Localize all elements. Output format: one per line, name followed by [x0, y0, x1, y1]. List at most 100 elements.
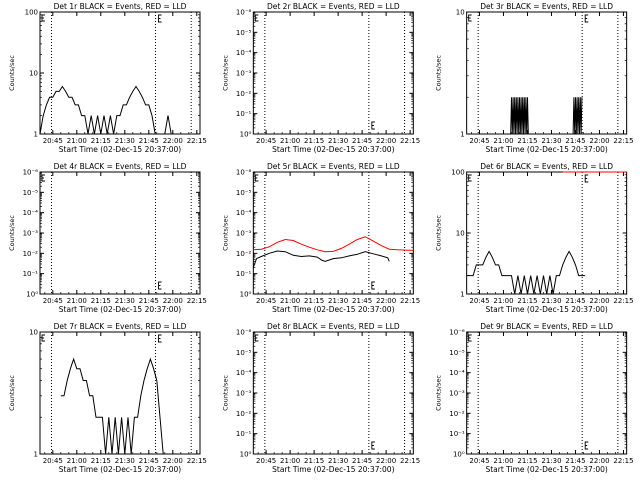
x-tick-label: 21:15	[304, 297, 324, 305]
y-tick-label: 10⁻⁵	[236, 29, 252, 37]
event-marker-glyph	[371, 121, 375, 130]
x-axis-label: Start Time (02-Dec-15 20:37:00)	[59, 305, 181, 314]
x-tick-label: 21:30	[115, 137, 135, 145]
y-tick-label: 10⁻⁴	[236, 209, 252, 217]
x-tick-label: 20:45	[256, 457, 276, 465]
y-tick-label: 1	[34, 131, 38, 139]
events-series-line	[572, 97, 583, 135]
chart-panel-5: Det 5r BLACK = Events, RED = LLD 10⁰ 10⁻¹ 1…	[221, 162, 420, 314]
y-tick-label: 10⁻²	[236, 250, 252, 258]
y-axis-label: Counts/sec	[221, 215, 229, 251]
x-axis-label: Start Time (02-Dec-15 20:37:00)	[59, 465, 181, 474]
x-tick-label: 22:15	[613, 457, 633, 465]
y-tick-label: 10⁻⁵	[236, 189, 252, 197]
x-tick-label: 21:00	[67, 137, 87, 145]
x-axis-label: Start Time (02-Dec-15 20:37:00)	[485, 465, 607, 474]
plot-frame	[39, 171, 201, 295]
event-marker-glyph	[584, 441, 589, 450]
chart-panel-4: Det 4r BLACK = Events, RED = LLD 10⁰ 10⁻¹ 1…	[8, 162, 207, 314]
y-tick-label: 10	[456, 9, 465, 17]
events-series-line	[466, 250, 586, 295]
y-tick-label: 10⁻⁴	[236, 49, 252, 57]
event-marker-glyph	[158, 334, 162, 343]
x-axis-label: Start Time (02-Dec-15 20:37:00)	[272, 145, 394, 154]
event-marker-glyph	[41, 14, 45, 22]
y-tick-label: 10⁻²	[449, 410, 465, 418]
x-tick-label: 21:15	[91, 137, 111, 145]
x-tick-label: 22:00	[376, 297, 396, 305]
x-tick-label: 22:15	[187, 297, 207, 305]
x-tick-label: 21:00	[67, 457, 87, 465]
x-tick-label: 20:45	[43, 297, 63, 305]
y-axis-label: Counts/sec	[221, 375, 229, 411]
y-tick-label: 10⁰	[240, 451, 252, 459]
lld-series-line	[253, 236, 414, 253]
event-marker-glyph	[254, 174, 259, 182]
x-tick-label: 20:45	[469, 297, 489, 305]
events-series-line	[252, 250, 390, 268]
x-axis-label: Start Time (02-Dec-15 20:37:00)	[272, 465, 394, 474]
chart-title: Det 6r BLACK = Events, RED = LLD	[480, 162, 613, 171]
y-tick-label: 1	[460, 131, 464, 139]
chart-title: Det 2r BLACK = Events, RED = LLD	[267, 2, 400, 11]
x-tick-label: 21:45	[352, 457, 372, 465]
x-tick-label: 20:45	[256, 297, 276, 305]
x-tick-label: 21:15	[304, 137, 324, 145]
chart-panel-7: Det 7r BLACK = Events, RED = LLD 1 10 Count…	[8, 322, 207, 474]
y-tick-label: 10⁻⁵	[236, 349, 252, 357]
x-tick-label: 21:45	[139, 457, 159, 465]
y-tick-label: 10⁻⁶	[23, 169, 39, 177]
x-tick-label: 22:00	[589, 297, 609, 305]
x-tick-label: 22:00	[163, 137, 183, 145]
y-tick-label: 10⁻³	[236, 230, 252, 238]
x-tick-label: 21:15	[517, 457, 537, 465]
event-marker-glyph	[41, 174, 45, 182]
x-tick-label: 22:00	[163, 457, 183, 465]
event-marker-glyph	[254, 14, 259, 22]
y-tick-label: 10⁻⁶	[236, 329, 252, 337]
x-tick-label: 21:00	[67, 297, 87, 305]
y-tick-label: 10⁻³	[23, 230, 39, 238]
y-tick-label: 1	[34, 451, 38, 459]
y-tick-label: 10⁻²	[236, 410, 252, 418]
chart-panel-9: Det 9r BLACK = Events, RED = LLD 10⁰ 10⁻¹ 1…	[435, 322, 634, 474]
y-axis-label: Counts/sec	[8, 375, 16, 411]
plot-frame	[252, 11, 414, 135]
x-tick-label: 20:45	[256, 137, 276, 145]
x-tick-label: 22:15	[613, 137, 633, 145]
x-tick-label: 21:30	[115, 297, 135, 305]
y-tick-label: 10⁻³	[236, 70, 252, 78]
chart-panel-3: Det 3r BLACK = Events, RED = LLD 1 10 Count…	[435, 2, 634, 154]
x-tick-label: 20:45	[43, 137, 63, 145]
x-tick-label: 21:15	[304, 457, 324, 465]
x-tick-label: 22:15	[187, 457, 207, 465]
event-marker-glyph	[41, 334, 45, 342]
y-tick-label: 10	[29, 70, 38, 78]
y-tick-label: 10⁻⁵	[449, 349, 465, 357]
x-axis-label: Start Time (02-Dec-15 20:37:00)	[272, 305, 394, 314]
y-tick-label: 10⁻¹	[449, 430, 465, 438]
plot-frame	[466, 331, 628, 455]
chart-panel-8: Det 8r BLACK = Events, RED = LLD 10⁰ 10⁻¹ 1…	[221, 322, 420, 474]
x-tick-label: 21:00	[493, 457, 513, 465]
y-tick-label: 10⁻³	[449, 390, 465, 398]
x-tick-label: 22:00	[589, 457, 609, 465]
x-tick-label: 21:30	[115, 457, 135, 465]
chart-title: Det 3r BLACK = Events, RED = LLD	[480, 2, 613, 11]
x-tick-label: 21:45	[565, 297, 585, 305]
y-tick-label: 10⁰	[26, 291, 38, 299]
y-tick-label: 10⁻²	[23, 250, 39, 258]
x-axis-label: Start Time (02-Dec-15 20:37:00)	[59, 145, 181, 154]
y-tick-label: 10⁻²	[236, 90, 252, 98]
y-tick-label: 100	[451, 169, 464, 177]
y-tick-label: 10⁻⁵	[23, 189, 39, 197]
x-tick-label: 22:15	[400, 457, 420, 465]
y-tick-label: 10⁰	[240, 131, 252, 139]
plot-frame	[252, 171, 414, 295]
chart-title: Det 4r BLACK = Events, RED = LLD	[54, 162, 187, 171]
x-tick-label: 21:30	[328, 137, 348, 145]
x-tick-label: 20:45	[469, 457, 489, 465]
x-tick-label: 21:45	[565, 457, 585, 465]
y-axis-label: Counts/sec	[435, 215, 443, 251]
x-tick-label: 21:30	[541, 137, 561, 145]
